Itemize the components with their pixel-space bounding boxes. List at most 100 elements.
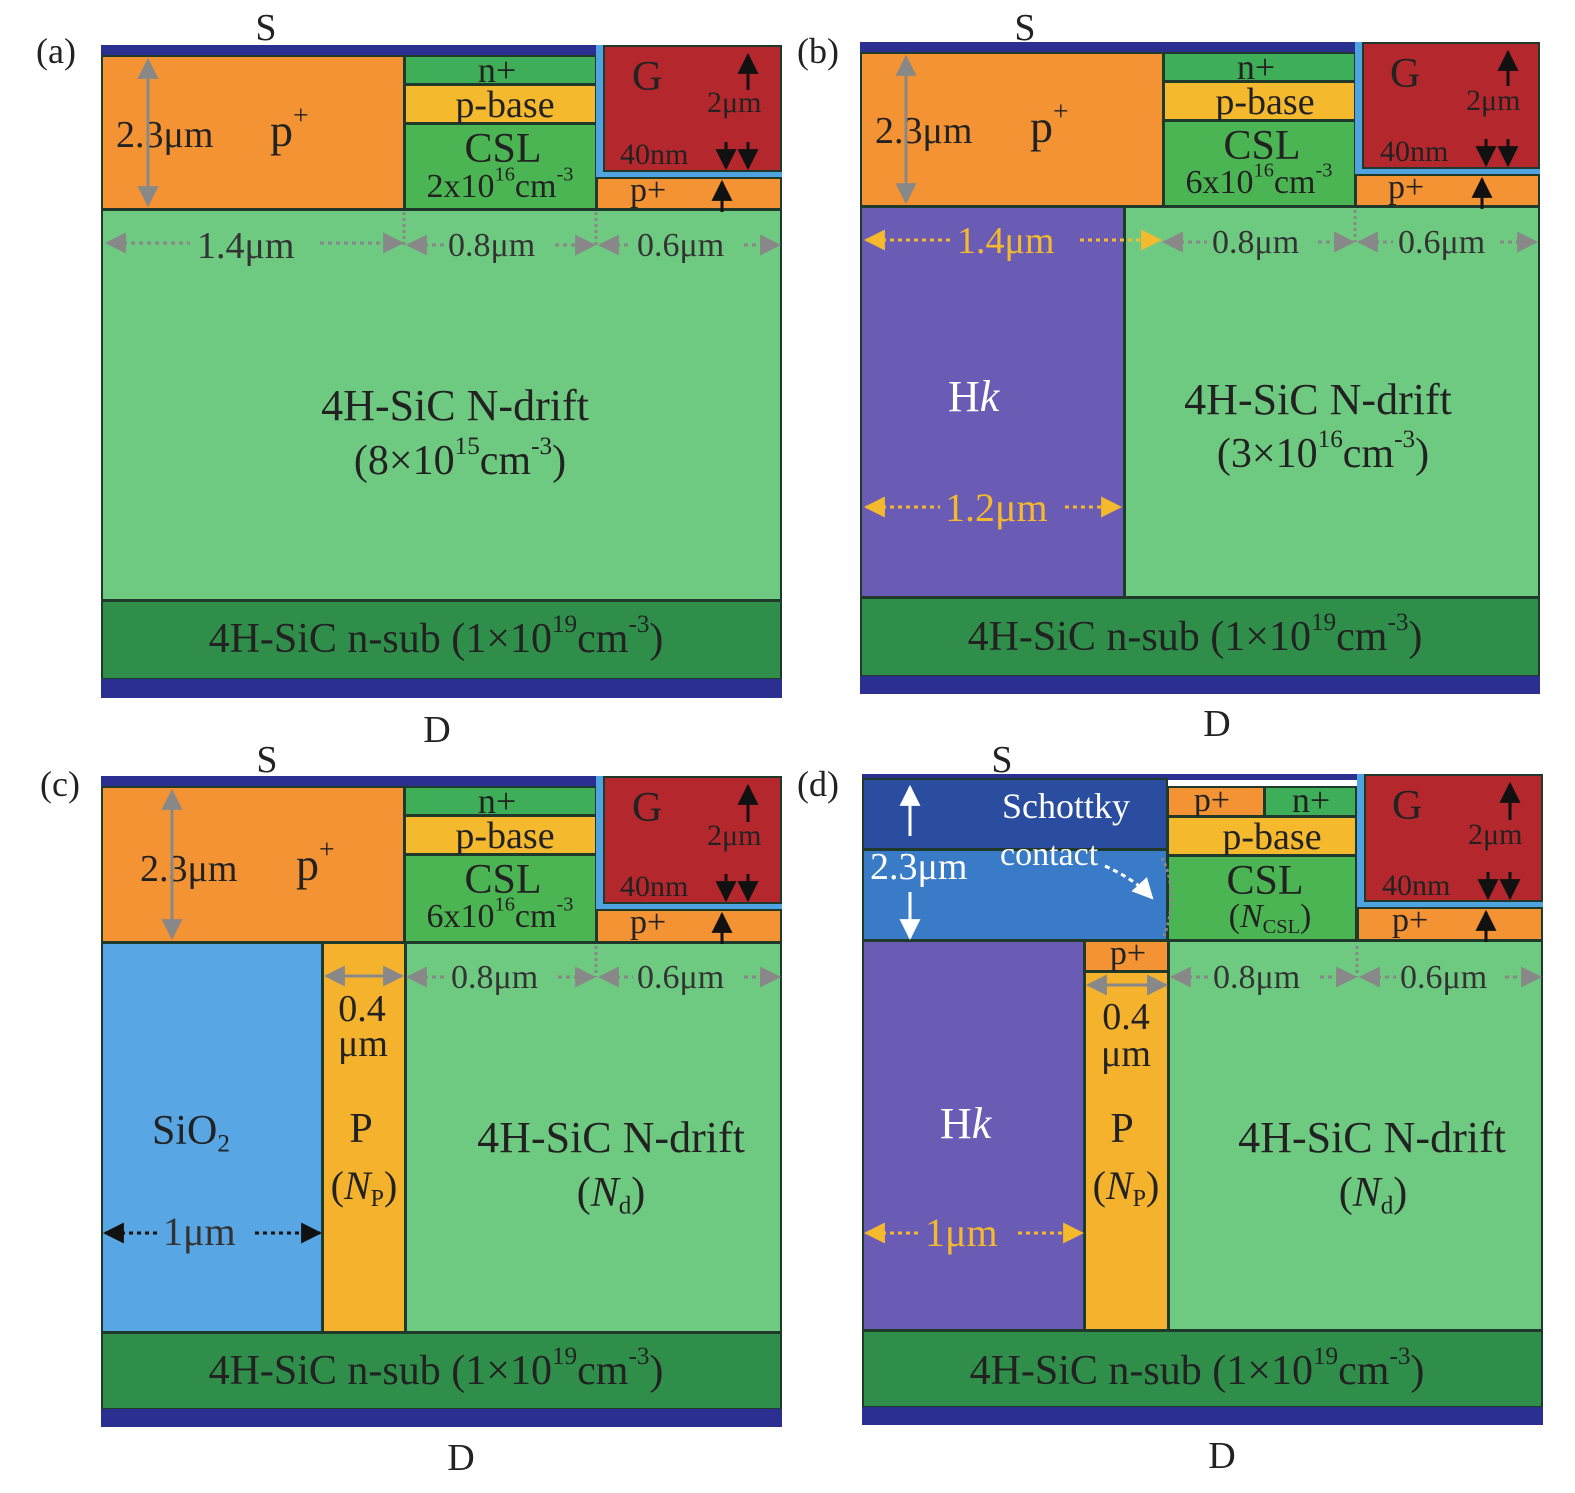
drift-title: 4H-SiC N-drift: [321, 381, 589, 430]
gate-depth-label: 2μm: [1468, 818, 1523, 851]
p-base-label: p-base: [1222, 816, 1322, 858]
thickness-dim-label: 2.3μm: [875, 110, 973, 152]
n-drift-region: [1168, 940, 1543, 1331]
drift-title: 4H-SiC N-drift: [477, 1113, 745, 1162]
n-substrate: [101, 1332, 782, 1410]
drift-doping-label: (Nd): [576, 1170, 646, 1220]
oxide-thickness-label: 40nm: [1380, 135, 1449, 168]
csl-doping-label: (NCSL): [1228, 898, 1312, 939]
oxide-thickness-label: 40nm: [620, 870, 689, 903]
sio2-region: [101, 942, 323, 1333]
gate-depth-label: 2μm: [707, 819, 762, 852]
gate-depth-label: 2μm: [1466, 84, 1521, 117]
p-pillar-label: P: [349, 1106, 373, 1152]
hk-label: Hk: [940, 1099, 992, 1148]
thickness-dim-label: 2.3μm: [116, 114, 214, 156]
source-label: S: [256, 739, 278, 781]
gate-width-dim-label: 0.6μm: [637, 227, 725, 264]
panel-a-arrows: [104, 52, 782, 256]
csl-region: [1163, 120, 1356, 207]
p-pillar-width-unit: μm: [338, 1023, 388, 1065]
oxide-thickness-label: 40nm: [620, 138, 689, 171]
substrate-label: 4H-SiC n-sub (1×1019cm-3): [969, 1342, 1425, 1394]
sio2-width-dim-label: 1μm: [163, 1209, 236, 1254]
p-plus-pillar-cap-label: p+: [1109, 935, 1147, 972]
p-pillar-doping-label: (NP): [330, 1163, 398, 1213]
panel-b-arrows: [863, 49, 1539, 518]
source-electrode: [101, 45, 601, 56]
drain-electrode: [101, 679, 782, 698]
substrate-label: 4H-SiC n-sub (1×1019cm-3): [967, 608, 1423, 660]
drain-electrode: [862, 1407, 1543, 1425]
csl-label: CSL: [464, 857, 542, 903]
hk-region: [860, 206, 1125, 598]
p-base-label: p-base: [1215, 81, 1315, 123]
hk-region: [862, 940, 1085, 1331]
csl-region: [404, 123, 597, 210]
gate-label: G: [632, 54, 663, 100]
width-dim-label: 1.4μm: [197, 225, 295, 267]
csl-label: CSL: [1226, 858, 1304, 904]
p-plus-shield: [596, 909, 782, 943]
gate-width-dim-label: 0.6μm: [637, 959, 725, 996]
panel-letter: (c): [40, 764, 80, 804]
sio2-label: SiO2: [152, 1108, 230, 1158]
drain-electrode: [860, 676, 1540, 694]
n-substrate: [101, 600, 782, 680]
gate-width-dim-label: 0.6μm: [1398, 224, 1486, 261]
p-pillar-region: [322, 942, 406, 1333]
drain-label: D: [1208, 1435, 1236, 1477]
p-pillar-region: [1084, 971, 1169, 1331]
drain-label: D: [423, 709, 451, 751]
p-plus-shield-label: p+: [1388, 169, 1425, 206]
source-electrode: [860, 42, 1358, 53]
csl-concentration: 6x1016cm-3: [426, 893, 574, 935]
drain-label: D: [1203, 703, 1231, 745]
hk-width-dim-label: 1.2μm: [945, 485, 1048, 530]
drift-title: 4H-SiC N-drift: [1184, 375, 1452, 424]
oxide-thickness-label: 40nm: [1382, 869, 1451, 902]
csl-label: CSL: [464, 126, 542, 172]
csl-width-dim-label: 0.8μm: [1212, 224, 1300, 261]
source-label: S: [1014, 7, 1036, 49]
source-label: S: [255, 7, 277, 49]
p-pillar-width-value: 0.4: [1102, 996, 1150, 1038]
p-base-region: [404, 84, 597, 124]
csl-width-dim-label: 0.8μm: [451, 959, 539, 996]
panel-d-arrows: [863, 781, 1543, 1244]
substrate-label: 4H-SiC n-sub (1×1019cm-3): [208, 1342, 664, 1394]
p-pillar-label: P: [1110, 1106, 1134, 1152]
gate-label: G: [1392, 783, 1423, 829]
csl-region: [404, 854, 597, 943]
hk-label: Hk: [948, 372, 1000, 421]
drain-label: D: [447, 1437, 475, 1479]
drift-doping-label: (Nd): [1338, 1170, 1408, 1220]
csl-label: CSL: [1223, 123, 1301, 169]
thickness-dim-label: 2.3μm: [870, 846, 968, 888]
hk-width-dim-label: 1μm: [925, 1210, 998, 1255]
drift-concentration: (3×1016cm-3): [1216, 425, 1430, 477]
source-label: S: [991, 739, 1013, 781]
p-plus-label: p+: [1030, 94, 1069, 152]
p-pillar-doping-label: (NP): [1092, 1163, 1160, 1213]
n-plus-label: n+: [477, 50, 517, 90]
drift-concentration: (8×1015cm-3): [353, 432, 567, 484]
gate-width-dim-label: 0.6μm: [1400, 959, 1488, 996]
gate-depth-label: 2μm: [707, 86, 762, 119]
p-base-label: p-base: [455, 84, 555, 126]
panel-c-arrows: [102, 783, 782, 1244]
p-plus-shield: [1357, 907, 1543, 941]
p-plus-shield-label: p+: [1392, 902, 1429, 939]
p-plus-shield: [596, 177, 782, 210]
panel-letter: (d): [797, 764, 839, 804]
n-drift-region: [1124, 206, 1540, 598]
panel-letter: (b): [797, 31, 839, 71]
csl-concentration: 6x1016cm-3: [1185, 159, 1333, 201]
p-plus-contact-label: p+: [1193, 782, 1231, 819]
panel-letter: (a): [36, 31, 76, 71]
drift-title: 4H-SiC N-drift: [1238, 1113, 1506, 1162]
p-plus-label: p+: [296, 832, 335, 890]
n-drift-region: [405, 942, 782, 1333]
p-base-label: p-base: [455, 815, 555, 857]
